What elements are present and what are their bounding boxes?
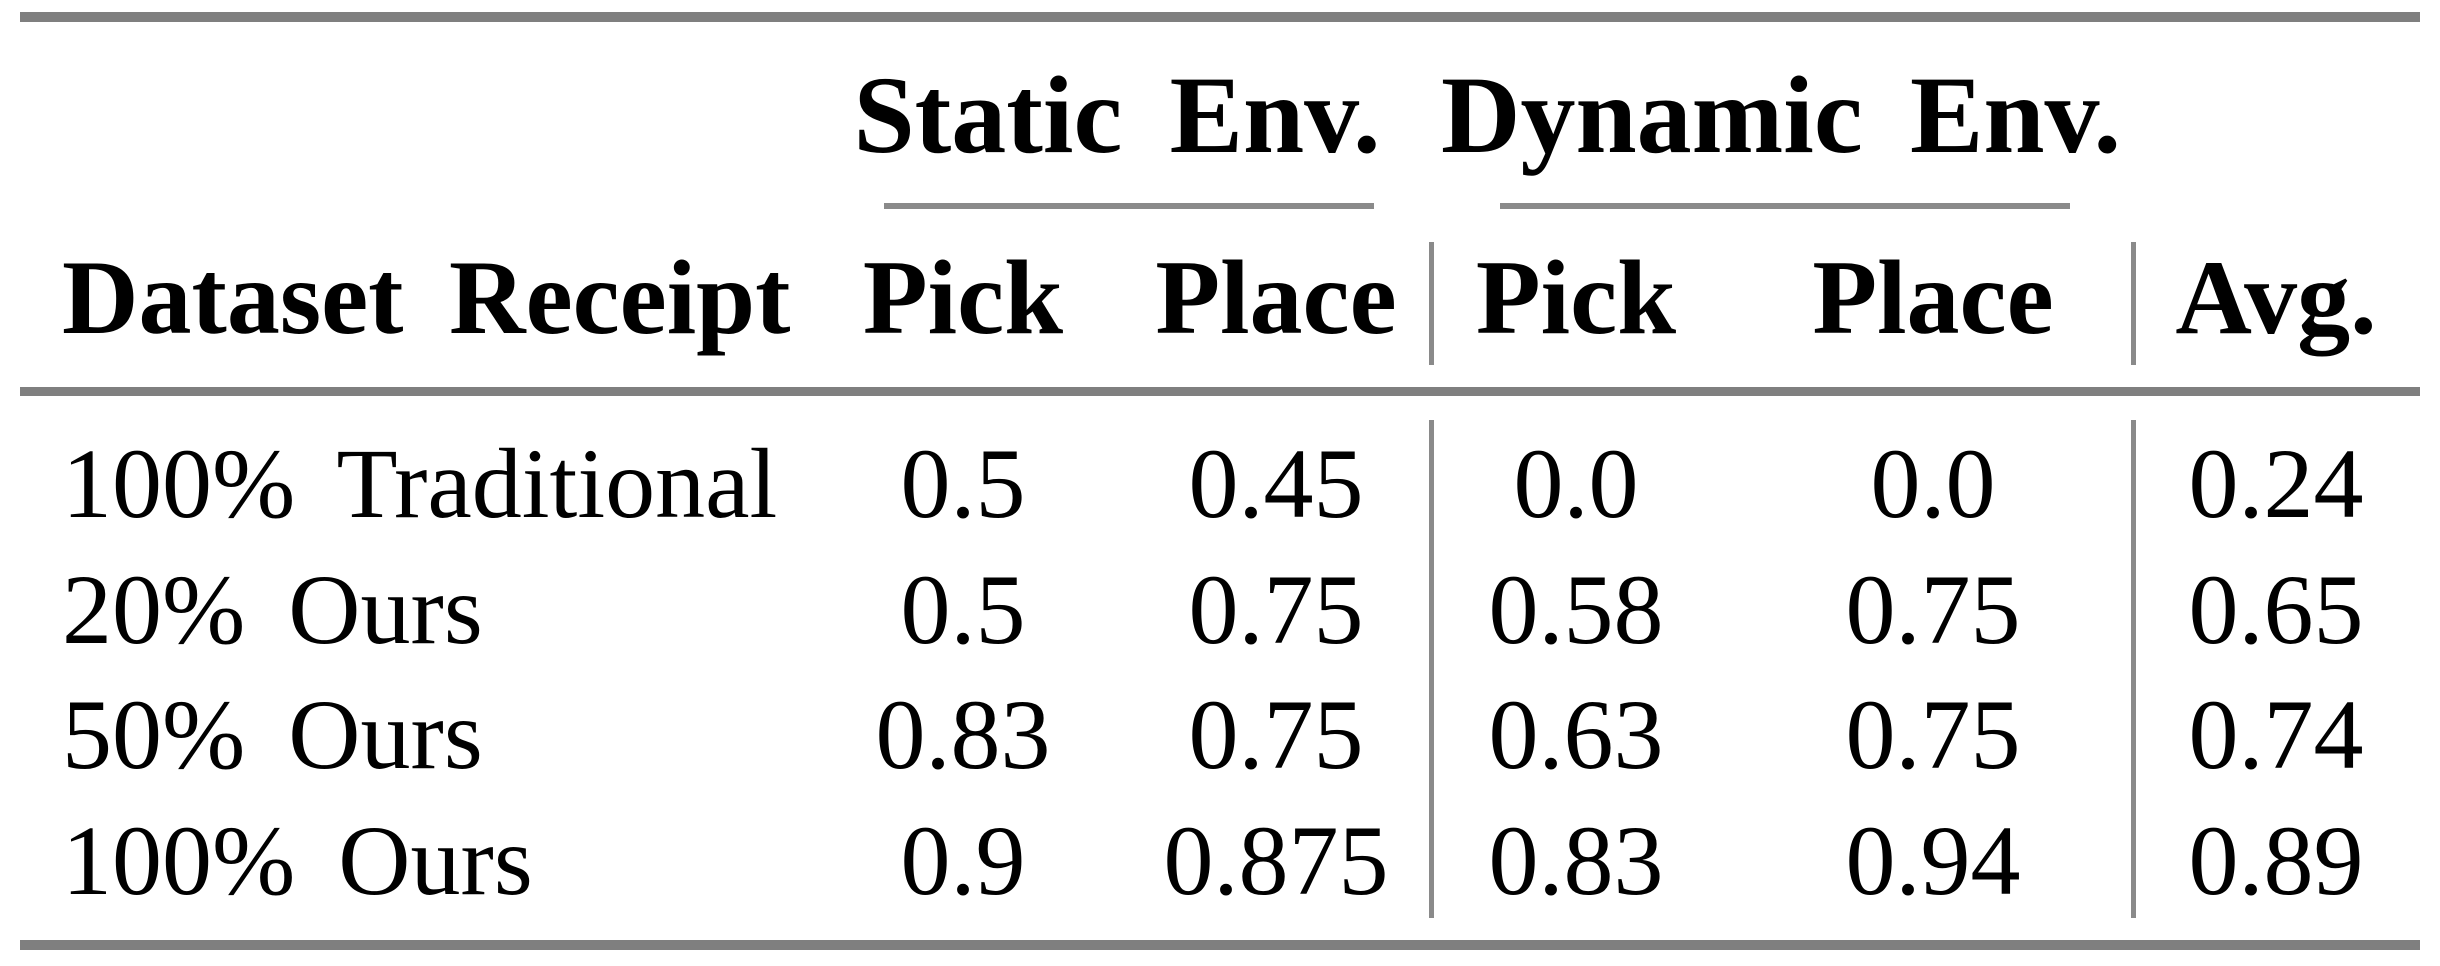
table-cell: 0.94 xyxy=(1845,805,2021,916)
table-cell: 0.74 xyxy=(2188,679,2364,790)
table-cell: 0.9 xyxy=(900,805,1026,916)
table-cell: 0.24 xyxy=(2188,428,2364,539)
table-cell: 0.65 xyxy=(2188,554,2364,665)
group-header-static-env: Static Env. xyxy=(853,54,1381,176)
column-header-dynamic-place: Place xyxy=(1812,239,2054,356)
column-header-dataset-receipt: Dataset Receipt xyxy=(62,239,791,356)
bottom-rule xyxy=(20,940,2420,950)
table-cell: 0.5 xyxy=(900,554,1026,665)
table-cell: 0.89 xyxy=(2188,805,2364,916)
table-cell: 0.58 xyxy=(1488,554,1664,665)
group-header-dynamic-env: Dynamic Env. xyxy=(1441,54,2121,176)
table-cell: 0.75 xyxy=(1845,679,2021,790)
table-cell: 0.83 xyxy=(1488,805,1664,916)
table-cell: 0.875 xyxy=(1163,805,1389,916)
row-label: 20% Ours xyxy=(62,554,483,665)
table-cell: 0.0 xyxy=(1870,428,1996,539)
table-cell: 0.75 xyxy=(1188,679,1364,790)
body-vertical-rule-1 xyxy=(1429,420,1434,918)
cmidrule-dynamic-env xyxy=(1500,203,2070,209)
column-header-dynamic-pick: Pick xyxy=(1475,239,1677,356)
cmidrule-static-env xyxy=(884,203,1374,209)
table-cell: 0.83 xyxy=(875,679,1051,790)
column-header-static-pick: Pick xyxy=(862,239,1064,356)
table-cell: 0.5 xyxy=(900,428,1026,539)
table-cell: 0.75 xyxy=(1845,554,2021,665)
table-cell: 0.63 xyxy=(1488,679,1664,790)
header-vertical-rule-1 xyxy=(1429,242,1434,365)
table-cell: 0.0 xyxy=(1513,428,1639,539)
column-header-avg: Avg. xyxy=(2175,239,2377,356)
row-label: 50% Ours xyxy=(62,679,483,790)
row-label: 100% Traditional xyxy=(62,428,778,539)
table-cell: 0.45 xyxy=(1188,428,1364,539)
body-vertical-rule-2 xyxy=(2131,420,2136,918)
header-vertical-rule-2 xyxy=(2131,242,2136,365)
column-header-static-place: Place xyxy=(1155,239,1397,356)
top-rule xyxy=(20,12,2420,22)
table-cell: 0.75 xyxy=(1188,554,1364,665)
mid-rule xyxy=(20,387,2420,396)
row-label: 100% Ours xyxy=(62,805,533,916)
